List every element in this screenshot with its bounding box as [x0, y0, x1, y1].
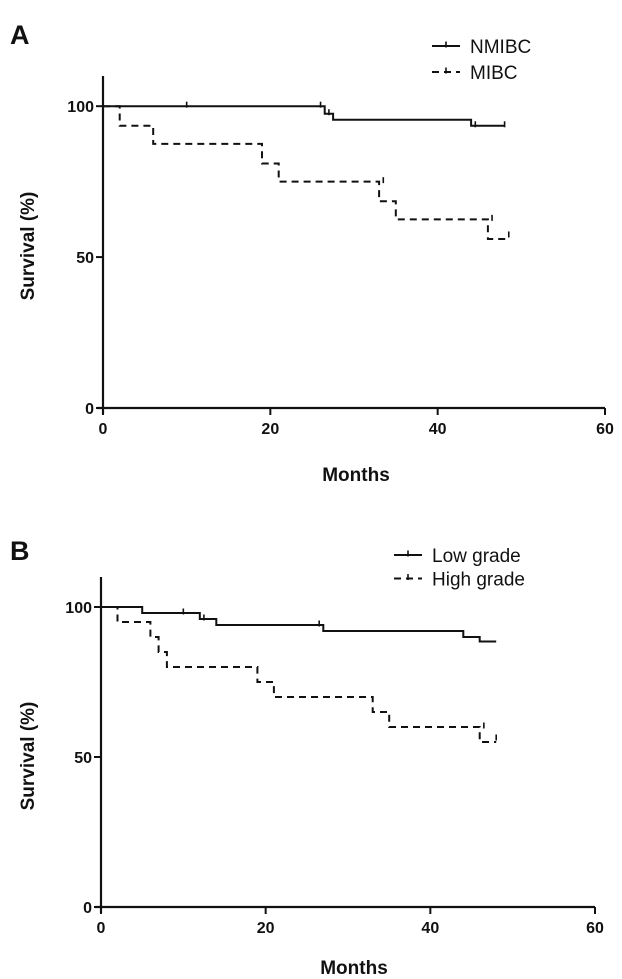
panel-b-legend-low-grade-label: Low grade — [432, 546, 521, 567]
panel-a-axes: 0 20 40 60 0 50 100 — [67, 76, 614, 438]
panel-b-x-tick-label-20: 20 — [257, 920, 275, 937]
panel-a-y-tick-label-50: 50 — [76, 250, 94, 267]
panel-a-x-tick-label-0: 0 — [99, 421, 108, 438]
panel-b-y-tick-label-0: 0 — [83, 900, 92, 917]
panel-b-legend-high-grade-label: High grade — [432, 570, 525, 591]
panel-b-label: B — [10, 536, 30, 566]
panel-b-x-tick-label-60: 60 — [586, 920, 604, 937]
panel-a-legend: NMIBC MIBC — [432, 37, 531, 84]
panel-a-label: A — [10, 20, 30, 50]
panel-a-x-tick-label-60: 60 — [596, 421, 614, 438]
panel-a-nmibc-curve — [103, 105, 505, 127]
panel-a: A Survival (%) Months 0 20 40 60 0 50 100 NMIB… — [10, 20, 614, 486]
panel-a-mibc-curve — [103, 105, 509, 240]
panel-a-x-tick-label-20: 20 — [261, 421, 279, 438]
panel-a-x-axis-title: Months — [322, 465, 390, 486]
panel-a-y-axis-title: Survival (%) — [18, 192, 39, 301]
panel-a-curves — [103, 101, 510, 240]
panel-b-y-tick-label-50: 50 — [74, 750, 92, 767]
panel-b-y-axis-title: Survival (%) — [18, 702, 39, 811]
panel-a-legend-nmibc-label: NMIBC — [470, 37, 531, 58]
panel-b-y-tick-label-100: 100 — [65, 600, 92, 617]
panel-b: B Survival (%) Months 0 20 40 60 0 50 100 Low … — [10, 536, 604, 979]
panel-b-x-tick-label-0: 0 — [97, 920, 106, 937]
panel-b-low-grade-curve — [101, 606, 497, 643]
panel-a-y-tick-label-100: 100 — [67, 99, 94, 116]
panel-a-x-tick-label-40: 40 — [429, 421, 447, 438]
panel-b-high-grade-curve — [101, 606, 497, 743]
panel-b-x-tick-label-40: 40 — [421, 920, 439, 937]
panel-b-axes: 0 20 40 60 0 50 100 — [65, 577, 604, 937]
panel-b-legend: Low grade High grade — [394, 546, 525, 591]
panel-b-curves — [101, 606, 498, 743]
panel-a-y-tick-label-0: 0 — [85, 401, 94, 418]
panel-b-x-axis-title: Months — [320, 958, 388, 979]
panel-a-legend-mibc-label: MIBC — [470, 63, 518, 84]
